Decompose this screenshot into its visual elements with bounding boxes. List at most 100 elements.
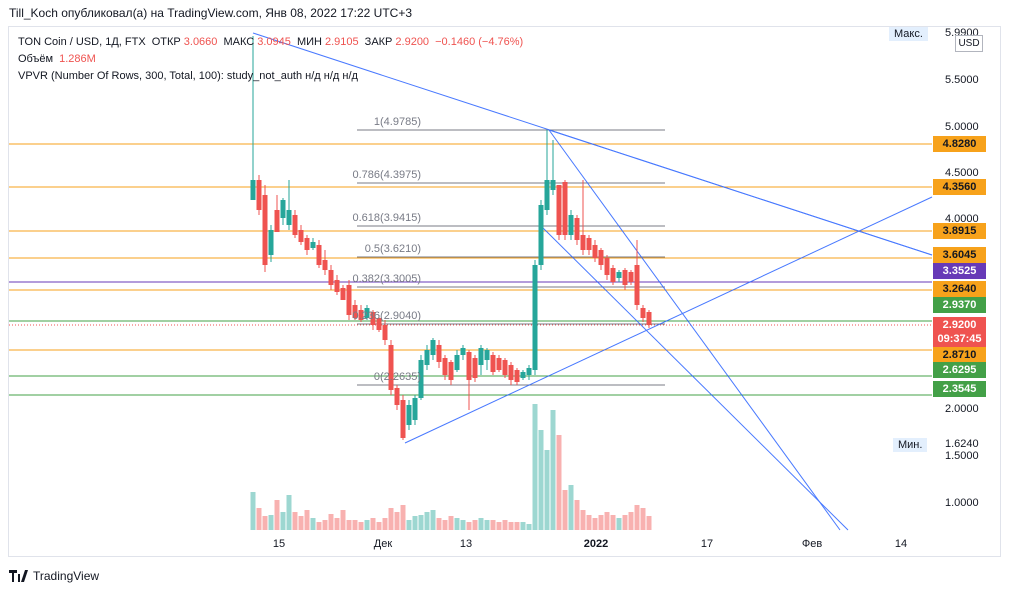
low-label: МИН [296, 36, 322, 48]
candle-body [460, 348, 466, 355]
candle-body [466, 352, 472, 380]
volume-bar [316, 522, 322, 530]
trend-lines[interactable] [252, 32, 933, 531]
candle-body [646, 312, 652, 325]
high-value: 3.0945 [257, 36, 291, 48]
candle-body [448, 362, 454, 380]
volume-bar [394, 512, 400, 530]
fib-label-0382: 0.382(3.3005) [352, 273, 422, 285]
volume-bar [634, 505, 640, 530]
volume-bar [388, 508, 394, 530]
chart-frame[interactable] [8, 26, 1001, 557]
price-tag: 2.3545 [933, 381, 986, 397]
legend-line-3: VPVR (Number Of Rows, 300, Total, 100): … [18, 69, 361, 83]
volume-bar [418, 515, 424, 530]
candle-body [382, 325, 388, 340]
volume-bar [460, 520, 466, 530]
volume-bar [298, 516, 304, 530]
volume-bar [628, 512, 634, 530]
x-label-2022: 2022 [583, 538, 609, 550]
volume-bar [382, 518, 388, 530]
candle-body [508, 365, 514, 380]
tick-4-5: 4.5000 [945, 167, 979, 179]
volume-label[interactable]: Объём [18, 53, 54, 65]
volume-bar [490, 520, 496, 530]
fib-retracement[interactable] [357, 129, 665, 386]
candle-body [322, 260, 328, 270]
candle-body [550, 180, 556, 190]
volume-bar [400, 505, 406, 530]
x-label-14: 14 [894, 538, 908, 550]
candle-body [502, 360, 508, 375]
open-label: ОТКР [151, 36, 181, 48]
volume-bar [574, 500, 580, 530]
horizontal-levels [9, 143, 932, 396]
change-value: −0.1460 (−4.76%) [435, 36, 524, 48]
candle-body [280, 200, 286, 218]
volume-bar [508, 522, 514, 530]
volume-bars [250, 404, 652, 530]
volume-bar [610, 515, 616, 530]
price-tag: 4.8280 [933, 136, 986, 152]
volume-bar [412, 516, 418, 530]
x-label-15: 15 [272, 538, 286, 550]
volume-bar [376, 522, 382, 530]
tradingview-brand[interactable]: TradingView [9, 569, 99, 583]
volume-bar [448, 516, 454, 530]
candles[interactable] [250, 36, 652, 440]
candle-body [568, 215, 574, 235]
symbol-title[interactable]: TON Coin / USD, 1Д, FTX [18, 36, 146, 48]
fib-label-0786: 0.786(4.3975) [352, 169, 422, 181]
currency-button[interactable]: USD [955, 35, 983, 52]
candle-body [532, 265, 538, 370]
legend-line-2: Объём 1.286M [18, 52, 99, 66]
volume-bar [580, 510, 586, 530]
fib-label-0: 0(2.2635) [373, 371, 421, 383]
volume-bar [436, 518, 442, 530]
candle-body [400, 400, 406, 438]
tick-1-5: 1.5000 [945, 450, 979, 462]
candle-body [490, 355, 496, 372]
candle-body [586, 238, 592, 250]
candle-body [580, 235, 586, 250]
volume-bar [268, 515, 274, 530]
volume-bar [454, 518, 460, 530]
candle-body [406, 405, 412, 425]
price-tag: 3.6045 [933, 247, 986, 263]
volume-bar [484, 520, 490, 530]
open-value: 3.0660 [183, 36, 218, 48]
candle-body [622, 270, 628, 285]
x-label-13: 13 [459, 538, 473, 550]
brand-name: TradingView [33, 569, 100, 583]
candle-body [262, 195, 268, 265]
tick-4-0: 4.0000 [945, 213, 979, 225]
volume-bar [292, 512, 298, 530]
price-tag: 3.3525 [933, 263, 986, 279]
candle-body [328, 270, 334, 285]
candle-body [628, 272, 634, 282]
candle-body [442, 358, 448, 375]
fib-label-1: 1(4.9785) [373, 116, 421, 128]
candle-body [562, 182, 568, 235]
candle-body [274, 210, 280, 232]
candle-body [544, 180, 550, 210]
candle-body [346, 285, 352, 315]
close-value: 2.9200 [395, 36, 430, 48]
candle-body [430, 340, 436, 355]
candle-body [598, 250, 604, 265]
volume-bar [322, 520, 328, 530]
candle-body [250, 180, 256, 200]
volume-bar [586, 515, 592, 530]
volume-bar [352, 520, 358, 530]
candle-body [388, 345, 394, 390]
vpvr-indicator[interactable]: VPVR (Number Of Rows, 300, Total, 100): … [18, 70, 358, 82]
candle-body [304, 238, 310, 250]
publish-credit: Till_Koch опубликовал(а) на TradingView.… [9, 6, 412, 20]
high-label: МАКС [223, 36, 255, 48]
candle-body [268, 230, 274, 255]
volume-bar [592, 518, 598, 530]
volume-bar [370, 518, 376, 530]
tick-5-5: 5.5000 [945, 74, 979, 86]
price-tag: 2.8710 [933, 347, 986, 363]
